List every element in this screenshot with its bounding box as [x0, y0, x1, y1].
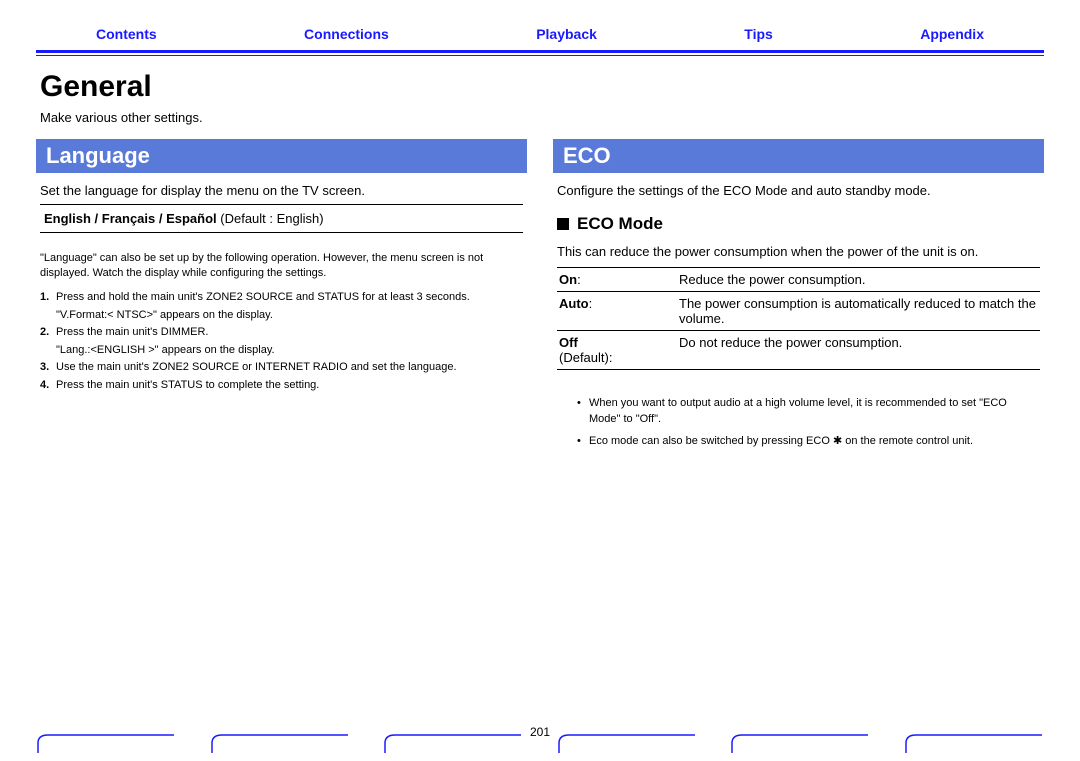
- eco-notes: •When you want to output audio at a high…: [577, 396, 1040, 450]
- eco-intro: Configure the settings of the ECO Mode a…: [557, 183, 1040, 198]
- step-num: 2.: [40, 324, 56, 341]
- footer-tab[interactable]: [904, 733, 1044, 755]
- footer-tab[interactable]: [383, 733, 523, 755]
- step-text: Press the main unit's STATUS to complete…: [56, 377, 319, 394]
- step-text: Press and hold the main unit's ZONE2 SOU…: [56, 289, 470, 306]
- table-row: Off (Default): Do not reduce the power c…: [557, 331, 1040, 370]
- row-value: Do not reduce the power consumption.: [679, 335, 1038, 365]
- square-bullet-icon: [557, 218, 569, 230]
- footer-tab[interactable]: [557, 733, 697, 755]
- nav-appendix[interactable]: Appendix: [920, 26, 984, 42]
- step-sub: "V.Format:< NTSC>" appears on the displa…: [56, 307, 523, 324]
- step-text: Press the main unit's DIMMER.: [56, 324, 208, 341]
- row-label: Auto: [559, 296, 589, 311]
- table-row: Auto: The power consumption is automatic…: [557, 292, 1040, 331]
- table-row: On: Reduce the power consumption.: [557, 268, 1040, 292]
- row-label: On: [559, 272, 577, 287]
- eco-mode-intro: This can reduce the power consumption wh…: [557, 244, 1040, 259]
- eco-mode-heading: ECO Mode: [557, 214, 1040, 234]
- footer-tab[interactable]: [210, 733, 350, 755]
- nav-contents[interactable]: Contents: [96, 26, 157, 42]
- left-column: Language Set the language for display th…: [36, 139, 527, 456]
- step-num: 3.: [40, 359, 56, 376]
- bullet-text: Eco mode can also be switched by pressin…: [589, 434, 973, 450]
- nav-tips[interactable]: Tips: [744, 26, 773, 42]
- page-subtitle: Make various other settings.: [40, 110, 1040, 125]
- bullet-icon: •: [577, 396, 589, 428]
- top-nav: Contents Connections Playback Tips Appen…: [36, 0, 1044, 50]
- language-steps: 1.Press and hold the main unit's ZONE2 S…: [40, 289, 523, 394]
- divider-top: [36, 50, 1044, 56]
- row-label: Off: [559, 335, 578, 350]
- footer-tabs: [36, 733, 1044, 755]
- step-num: 1.: [40, 289, 56, 306]
- bullet-icon: •: [577, 434, 589, 450]
- nav-playback[interactable]: Playback: [536, 26, 597, 42]
- bullet-text: When you want to output audio at a high …: [589, 396, 1040, 428]
- nav-connections[interactable]: Connections: [304, 26, 389, 42]
- eco-mode-table: On: Reduce the power consumption. Auto: …: [557, 267, 1040, 370]
- row-default: (Default):: [559, 350, 612, 365]
- step-num: 4.: [40, 377, 56, 394]
- row-value: Reduce the power consumption.: [679, 272, 1038, 287]
- language-intro: Set the language for display the menu on…: [40, 183, 523, 198]
- section-eco-header: ECO: [553, 139, 1044, 173]
- eco-mode-heading-text: ECO Mode: [577, 214, 663, 234]
- footer-tab[interactable]: [730, 733, 870, 755]
- right-column: ECO Configure the settings of the ECO Mo…: [553, 139, 1044, 456]
- step-sub: "Lang.:<ENGLISH >" appears on the displa…: [56, 342, 523, 359]
- section-language-header: Language: [36, 139, 527, 173]
- language-options-bold: English / Français / Español: [44, 211, 217, 226]
- language-options-default: (Default : English): [217, 211, 324, 226]
- language-note: "Language" can also be set up by the fol…: [40, 251, 523, 281]
- footer-tab[interactable]: [36, 733, 176, 755]
- page-title: General: [40, 70, 1040, 104]
- step-text: Use the main unit's ZONE2 SOURCE or INTE…: [56, 359, 457, 376]
- row-value: The power consumption is automatically r…: [679, 296, 1038, 326]
- language-options: English / Français / Español (Default : …: [40, 204, 523, 233]
